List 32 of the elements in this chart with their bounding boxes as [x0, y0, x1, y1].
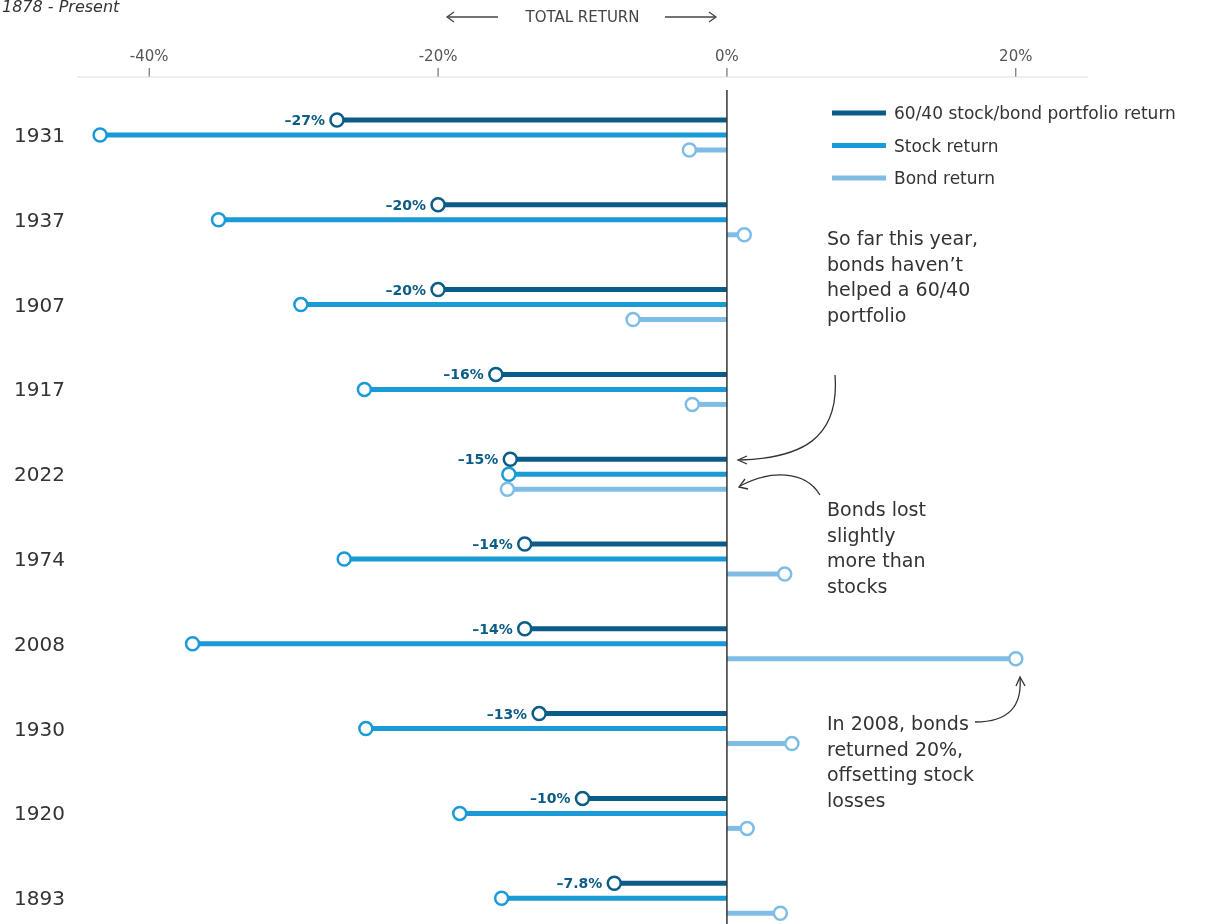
y-tick-label: 2008 [14, 631, 65, 656]
legend-label: 60/40 stock/bond portfolio return [894, 103, 1176, 123]
x-tick-label: 20% [999, 47, 1033, 65]
data-label: –14% [472, 536, 513, 552]
data-label: –15% [457, 451, 499, 468]
data-label: –10% [529, 790, 571, 807]
data-label: –16% [443, 366, 484, 383]
x-axis-title: TOTAL RETURN [524, 8, 640, 26]
y-tick-label: 1907 [14, 292, 65, 317]
data-label: –7.8% [556, 875, 603, 892]
y-tick-label: 1937 [14, 207, 65, 232]
y-tick-label: 1920 [14, 801, 65, 826]
annotation: Bonds lost slightly more than stocks [827, 498, 926, 597]
y-tick-label: 1930 [14, 716, 65, 741]
data-label: –14% [472, 620, 513, 637]
x-tick-label: 0% [715, 47, 739, 65]
y-tick-label: 1931 [14, 123, 65, 147]
y-tick-label: 1974 [14, 547, 65, 571]
x-tick-label: -20% [418, 47, 458, 65]
legend-label: Bond return [894, 168, 996, 188]
legend-label: Stock return [894, 135, 999, 156]
data-label: –13% [486, 705, 528, 722]
data-label: –27% [284, 112, 325, 128]
chart-subtitle: 1878 - Present [2, 0, 121, 16]
y-tick-label: 1893 [14, 886, 65, 911]
annotation: In 2008, bonds returned 20%, offsetting stock losses [827, 712, 975, 811]
y-tick-label: 2022 [14, 462, 65, 487]
y-tick-label: 1917 [14, 377, 65, 402]
annotation: So far this year, bonds haven’t helped a 60/40 portfolio [827, 227, 979, 326]
x-tick-label: -40% [129, 47, 169, 65]
data-label: –20% [385, 281, 427, 298]
data-label: –20% [385, 196, 427, 213]
